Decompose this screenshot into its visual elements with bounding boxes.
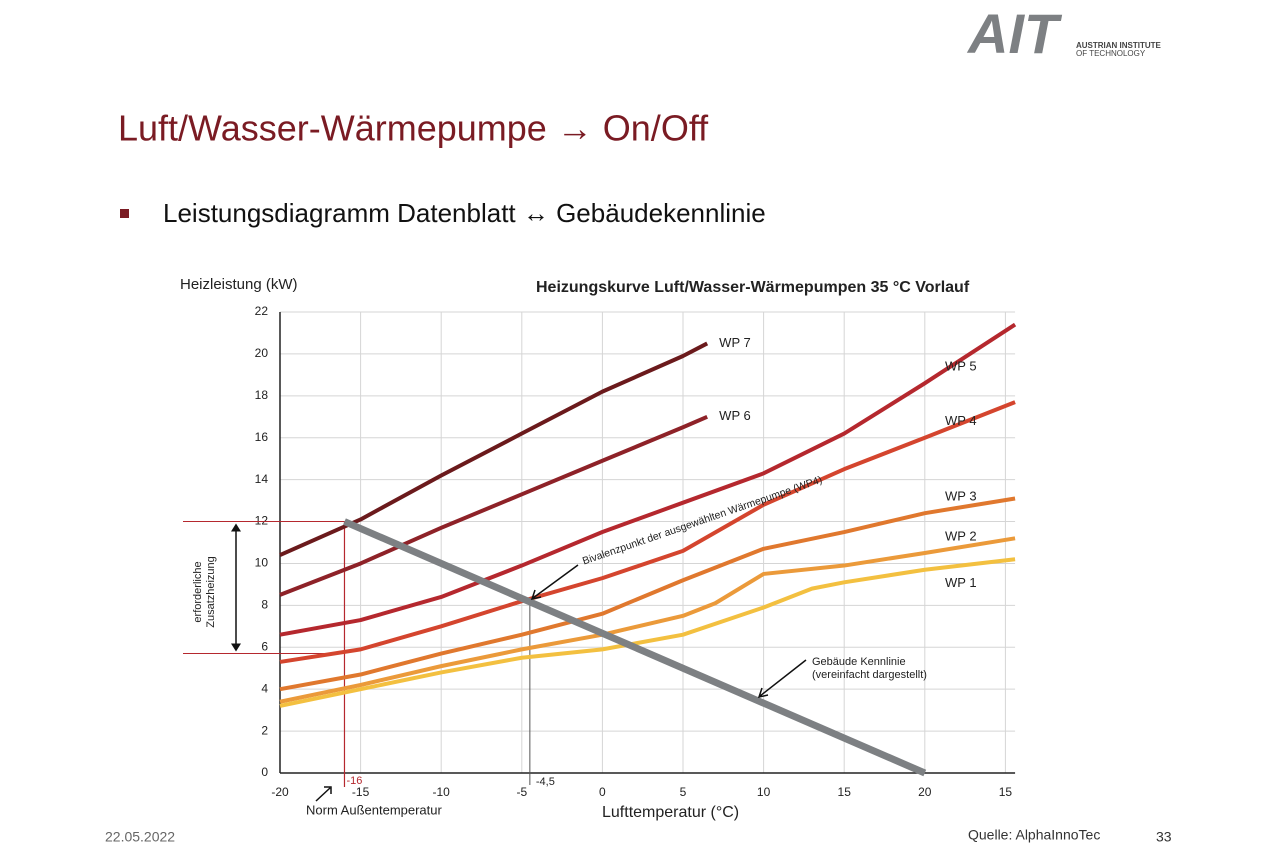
bullet-icon — [120, 209, 129, 218]
slide-title: Luft/Wasser-Wärmepumpe → On/Off — [118, 108, 709, 149]
y-tick-label: 22 — [255, 304, 269, 318]
annotation: erforderliche — [192, 561, 204, 622]
page-number: 33 — [1156, 829, 1172, 845]
x-tick-label: -10 — [433, 785, 451, 799]
bullet-text: Leistungsdiagramm Datenblatt ↔ Gebäudeke… — [163, 198, 766, 228]
y-tick-label: 18 — [255, 388, 269, 402]
y-tick-label: 16 — [255, 430, 269, 444]
series-label: WP 4 — [945, 413, 977, 428]
x-tick-label: 15 — [838, 785, 852, 799]
series-line — [279, 400, 1016, 664]
annotation: Zusatzheizung — [205, 556, 217, 628]
pointer-arrow — [757, 659, 807, 699]
x-tick-label: 15 — [999, 785, 1013, 799]
plot: 0 2 4 6 8 10 12 14 16 18 20 22 -20 -15 -10 -5 0 5 10 15 20 15… — [183, 304, 1017, 817]
pointer-arrow — [315, 786, 332, 802]
annotation: (vereinfacht dargestellt) — [812, 669, 927, 681]
x-tick-label: 20 — [918, 785, 932, 799]
chart-title: Heizungskurve Luft/Wasser-Wärmepumpen 35… — [536, 279, 970, 296]
annotation: Bivalenzpunkt der ausgewählten Wärmepump… — [581, 474, 824, 568]
x-axis-label: Lufttemperatur (°C) — [602, 804, 739, 821]
series-line — [279, 322, 1017, 637]
y-tick-label: 6 — [261, 639, 268, 653]
series-line — [279, 414, 708, 597]
date: 22.05.2022 — [105, 829, 175, 845]
y-tick-label: 4 — [261, 681, 268, 695]
y-tick-label: 8 — [261, 598, 268, 612]
logo-mark: AIT — [966, 2, 1063, 65]
series-line — [279, 557, 1016, 708]
series-line — [279, 341, 709, 557]
series-label: WP 2 — [945, 528, 977, 543]
annotation: -4,5 — [536, 776, 555, 788]
series-label: WP 3 — [945, 489, 977, 504]
y-tick-label: 14 — [255, 472, 269, 486]
logo: AIT AUSTRIAN INSTITUTE OF TECHNOLOGY — [966, 2, 1162, 65]
logo-line: OF TECHNOLOGY — [1076, 49, 1146, 58]
y-tick-label: 2 — [261, 723, 268, 737]
annotation: Norm Außentemperatur — [306, 802, 443, 817]
series-label: WP 7 — [719, 335, 751, 350]
x-tick-label: 5 — [680, 785, 687, 799]
building-line — [343, 518, 927, 777]
y-tick-label: 10 — [255, 556, 269, 570]
series-label: WP 5 — [945, 359, 977, 374]
series-line — [279, 536, 1016, 704]
x-tick-label: -15 — [352, 785, 370, 799]
source: Quelle: AlphaInnoTec — [968, 827, 1100, 843]
y-tick-label: 0 — [261, 765, 268, 779]
annotation: Gebäude Kennlinie — [812, 656, 906, 668]
y-tick-label: 20 — [255, 346, 269, 360]
logo-line: AUSTRIAN INSTITUTE — [1076, 41, 1162, 50]
series-label: WP 6 — [719, 408, 751, 423]
x-tick-label: -5 — [516, 785, 527, 799]
series-line — [279, 496, 1016, 692]
y-tick-label: 12 — [255, 514, 269, 528]
x-tick-label: 10 — [757, 785, 771, 799]
x-tick-label: 0 — [599, 785, 606, 799]
y-axis-label: Heizleistung (kW) — [180, 276, 298, 293]
x-tick-label: -20 — [271, 785, 289, 799]
pointer-arrow — [530, 564, 579, 601]
annotation: -16 — [346, 775, 362, 787]
series-label: WP 1 — [945, 575, 977, 590]
